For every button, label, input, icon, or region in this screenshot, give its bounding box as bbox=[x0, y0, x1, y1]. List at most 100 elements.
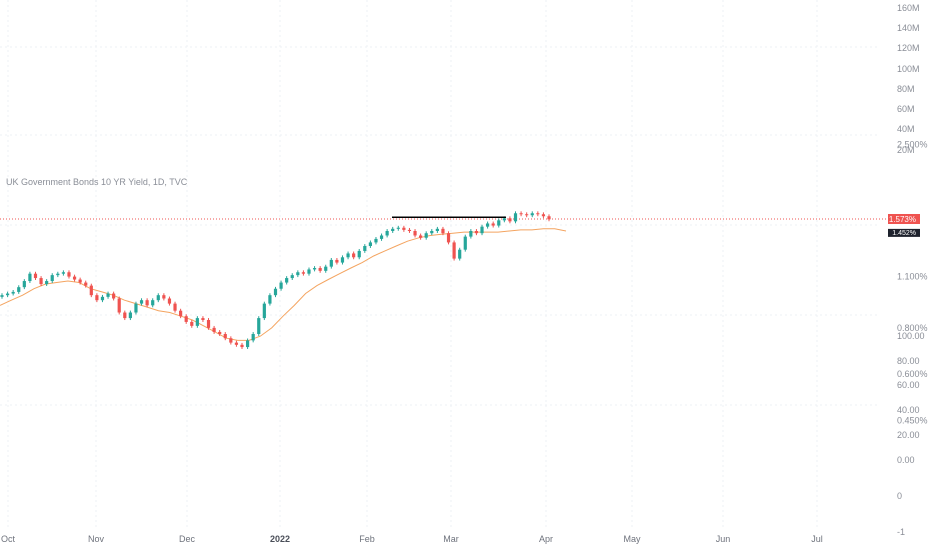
volume-tick-label: 20M bbox=[897, 145, 915, 155]
price-tick-label: 0.600% bbox=[897, 369, 928, 379]
candle-body bbox=[72, 276, 77, 280]
indicator-tick-label: 80.00 bbox=[897, 356, 920, 366]
candle-body bbox=[245, 340, 250, 348]
volume-tick-label: 160M bbox=[897, 3, 920, 13]
candle-body bbox=[240, 344, 244, 348]
current-price-badge: 1.573% bbox=[888, 214, 920, 224]
candle-body bbox=[56, 273, 60, 276]
ma-price-badge-bg bbox=[888, 228, 920, 237]
candle-body bbox=[340, 257, 345, 263]
candle-body bbox=[452, 242, 456, 259]
candle-body bbox=[28, 273, 32, 282]
candle-body bbox=[363, 246, 367, 251]
candle-body bbox=[179, 310, 183, 317]
candle-body bbox=[167, 298, 172, 304]
candle-body bbox=[335, 259, 339, 263]
candle-body bbox=[430, 231, 434, 234]
indicator-tick-label: 20.00 bbox=[897, 430, 920, 440]
time-tick-label: Dec bbox=[179, 534, 196, 544]
candle-body bbox=[374, 238, 378, 243]
candle-body bbox=[463, 236, 467, 250]
candle-body bbox=[290, 275, 294, 279]
price-tick-label: 1.100% bbox=[897, 272, 928, 282]
time-tick-label: Feb bbox=[359, 534, 375, 544]
candle-body bbox=[0, 295, 4, 297]
candle-body bbox=[329, 259, 333, 267]
candle-body bbox=[469, 231, 473, 237]
candle-body bbox=[45, 281, 49, 285]
candle-body bbox=[251, 334, 255, 341]
candle-body bbox=[84, 282, 88, 286]
candle-body bbox=[346, 253, 350, 258]
candle-body bbox=[296, 272, 300, 276]
time-tick-label: Jun bbox=[716, 534, 731, 544]
candle-body bbox=[536, 213, 540, 215]
candle-body bbox=[128, 312, 132, 319]
candle-body bbox=[486, 223, 490, 227]
candle-body bbox=[61, 272, 65, 274]
candle-body bbox=[458, 249, 462, 259]
price-tick-label: 2.500% bbox=[897, 139, 928, 149]
candle-body bbox=[385, 231, 389, 236]
candle-body bbox=[212, 327, 216, 332]
candle-body bbox=[279, 282, 283, 289]
candle-body bbox=[357, 250, 361, 258]
candle-body bbox=[446, 233, 451, 243]
time-axis: Oct Nov Dec 2022 Feb Mar Apr May Jun Jul bbox=[1, 534, 823, 544]
chart-title: UK Government Bonds 10 YR Yield, 1D, TVC bbox=[6, 177, 188, 187]
candle-body bbox=[112, 293, 116, 299]
price-tick-label: 0.800% bbox=[897, 323, 928, 333]
candle-body bbox=[497, 220, 501, 226]
candle-body bbox=[156, 295, 160, 301]
candle-body bbox=[413, 231, 417, 236]
candle-body bbox=[435, 228, 439, 232]
candle-body bbox=[525, 214, 529, 216]
candle-body bbox=[391, 228, 395, 232]
candle-body bbox=[100, 296, 105, 301]
indicator-tick-label: 100.00 bbox=[897, 331, 925, 341]
candle-body bbox=[547, 216, 551, 220]
candle-body bbox=[106, 293, 110, 297]
volume-tick-label: 40M bbox=[897, 124, 915, 134]
candle-body bbox=[39, 278, 43, 285]
candle-body bbox=[17, 287, 21, 292]
candle-body bbox=[11, 291, 15, 294]
candle-body bbox=[50, 275, 54, 282]
candle-body bbox=[117, 298, 121, 313]
candle-body bbox=[123, 312, 127, 319]
candle-body bbox=[184, 316, 188, 322]
candle-body bbox=[223, 334, 227, 339]
candle-body bbox=[324, 266, 328, 271]
candle-body bbox=[262, 303, 266, 319]
candle-body bbox=[480, 226, 484, 234]
indicator-tick-label: -1 bbox=[897, 527, 905, 537]
candle-body bbox=[78, 279, 82, 283]
volume-tick-label: 100M bbox=[897, 64, 920, 74]
indicator-tick-label: 60.00 bbox=[897, 380, 920, 390]
candle-body bbox=[190, 321, 194, 326]
time-tick-label: Jul bbox=[811, 534, 823, 544]
current-price-label: 1.573% bbox=[889, 215, 916, 224]
indicator-tick-label: 40.00 bbox=[897, 405, 920, 415]
candle-body bbox=[352, 253, 356, 258]
candle-body bbox=[379, 235, 384, 239]
indicator-tick-label: 0 bbox=[897, 491, 902, 501]
volume-tick-label: 80M bbox=[897, 84, 915, 94]
candle-body bbox=[285, 278, 289, 283]
candle-body bbox=[318, 268, 322, 271]
candle-body bbox=[513, 213, 518, 222]
volume-tick-label: 140M bbox=[897, 23, 920, 33]
candle-body bbox=[139, 300, 144, 304]
candle-body bbox=[195, 318, 199, 326]
candle-body bbox=[145, 300, 149, 306]
candle-body bbox=[206, 320, 211, 328]
candle-body bbox=[441, 228, 445, 234]
candle-body bbox=[162, 295, 166, 299]
time-tick-label: Oct bbox=[1, 534, 16, 544]
candle-body bbox=[268, 295, 272, 304]
candle-body bbox=[257, 318, 261, 335]
candle-body bbox=[419, 235, 423, 238]
candle-body bbox=[173, 303, 177, 311]
